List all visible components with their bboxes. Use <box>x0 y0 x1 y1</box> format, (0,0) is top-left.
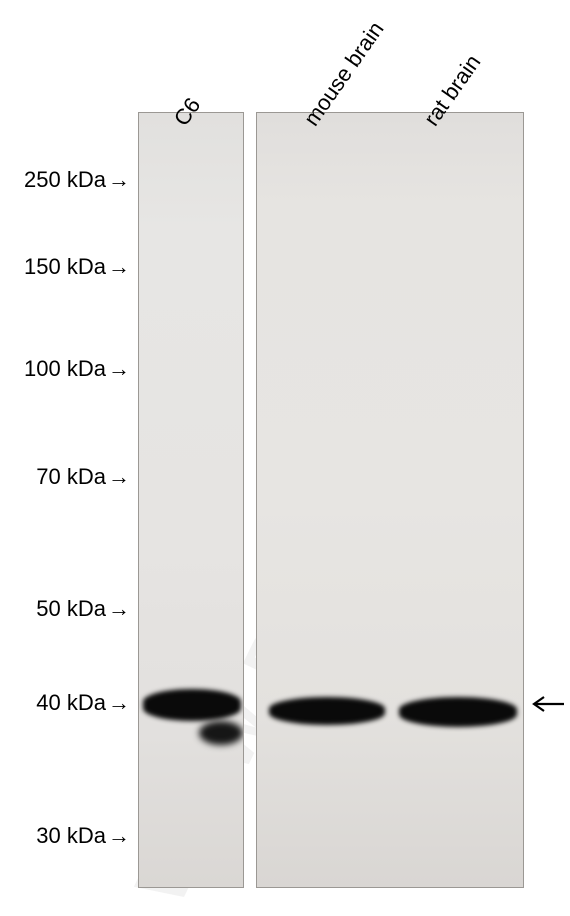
mw-marker: 250 kDa→ <box>0 167 130 193</box>
mw-marker: 50 kDa→ <box>0 596 130 622</box>
arrow-right-icon: → <box>108 596 130 622</box>
arrow-right-icon: → <box>108 254 130 280</box>
arrow-right-icon: → <box>108 464 130 490</box>
protein-band <box>143 689 241 721</box>
mw-marker-text: 40 kDa <box>36 690 106 715</box>
blot-strip-left <box>138 112 244 888</box>
protein-band <box>399 697 517 727</box>
protein-band <box>269 697 385 725</box>
mw-marker-text: 70 kDa <box>36 464 106 489</box>
film-bg-right <box>257 113 523 887</box>
arrow-right-icon: → <box>108 823 130 849</box>
blot-figure: WWW.PTGLAB.COM C6mouse brainrat brain 25… <box>0 0 570 903</box>
mw-marker: 70 kDa→ <box>0 464 130 490</box>
mw-marker: 30 kDa→ <box>0 823 130 849</box>
film-bg-left <box>139 113 243 887</box>
mw-marker: 150 kDa→ <box>0 254 130 280</box>
mw-marker-text: 50 kDa <box>36 596 106 621</box>
arrow-right-icon: → <box>108 167 130 193</box>
mw-marker: 40 kDa→ <box>0 690 130 716</box>
band-pointer-arrow <box>530 694 566 714</box>
protein-band <box>199 721 243 745</box>
mw-marker-text: 30 kDa <box>36 823 106 848</box>
arrow-right-icon: → <box>108 690 130 716</box>
blot-strip-right <box>256 112 524 888</box>
mw-marker: 100 kDa→ <box>0 356 130 382</box>
mw-marker-text: 250 kDa <box>24 167 106 192</box>
mw-marker-text: 150 kDa <box>24 254 106 279</box>
mw-marker-text: 100 kDa <box>24 356 106 381</box>
arrow-right-icon: → <box>108 356 130 382</box>
